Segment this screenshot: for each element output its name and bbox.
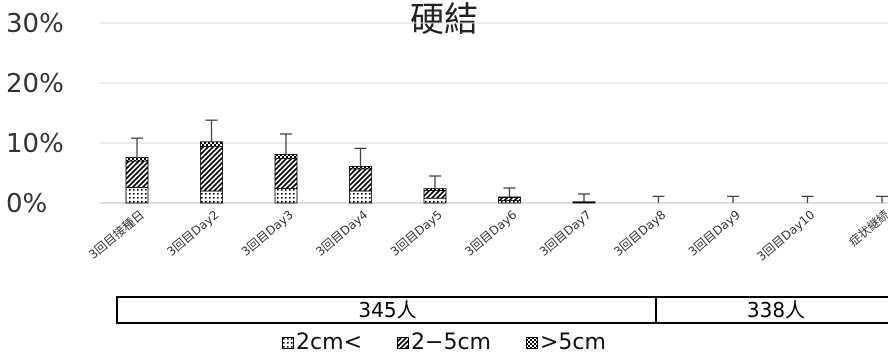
legend-label: 2−5cm: [411, 330, 491, 355]
bar-segment: [125, 186, 149, 204]
x-tick-label: 3回目Day4: [313, 208, 370, 259]
x-tick-label: 3回目接種日: [85, 207, 146, 262]
bar-segment: [423, 189, 447, 199]
x-tick-label: 3回目Day6: [462, 208, 519, 259]
x-tick-label: 3回目Day8: [611, 208, 668, 259]
bar-segment: [274, 153, 298, 159]
bar-segment: [349, 168, 372, 192]
y-tick-label: 10%: [6, 129, 64, 159]
bar-segment: [498, 196, 521, 199]
legend-label: >5cm: [539, 330, 606, 355]
bar-segment: [498, 197, 521, 202]
bar-segment: [274, 158, 298, 190]
group-box-1: 345人: [116, 296, 657, 324]
x-tick-label: 3回目Day3: [239, 208, 296, 259]
dots-swatch-icon: [282, 337, 295, 349]
legend-item-small: 2cm<: [282, 330, 362, 355]
bar-segment: [349, 165, 372, 170]
legend: 2cm< 2−5cm >5cm: [0, 330, 888, 355]
y-tick-label: 0%: [6, 189, 48, 219]
x-tick-label: 3回目Day7: [537, 208, 594, 259]
legend-item-large: >5cm: [525, 330, 606, 355]
bar-segment: [349, 190, 372, 204]
legend-label: 2cm<: [296, 330, 363, 355]
bar-segment: [200, 141, 223, 148]
x-tick-label: 3回目Day2: [164, 208, 221, 259]
y-tick-label: 20%: [6, 69, 64, 99]
diagonal-swatch-icon: [397, 337, 410, 349]
x-tick-label: 3回目Day9: [686, 208, 743, 259]
legend-item-medium: 2−5cm: [397, 330, 491, 355]
plot-svg: 3回目接種日 3回目Day2 3回目Day3 3回目Day4 3回目Day5 3回目Day…: [85, 22, 888, 264]
bar-segment: [274, 188, 298, 204]
chart-title: 硬結: [410, 0, 478, 40]
bar-segment: [423, 188, 447, 191]
bar-segment: [200, 190, 223, 204]
bar-segment: [423, 197, 447, 204]
checker-swatch-icon: [525, 337, 538, 349]
group-box-2: 338人: [655, 296, 888, 324]
x-tick-label: 症状継続: [846, 207, 888, 249]
x-tick-label: 3回目Day5: [388, 208, 445, 259]
y-tick-label: 30%: [6, 9, 64, 39]
bar-segment: [125, 160, 149, 188]
bar-segment: [125, 156, 149, 162]
x-tick-label: 3回目Day10: [754, 208, 817, 264]
bar-segment: [200, 146, 223, 192]
bar-segment: [572, 201, 596, 203]
